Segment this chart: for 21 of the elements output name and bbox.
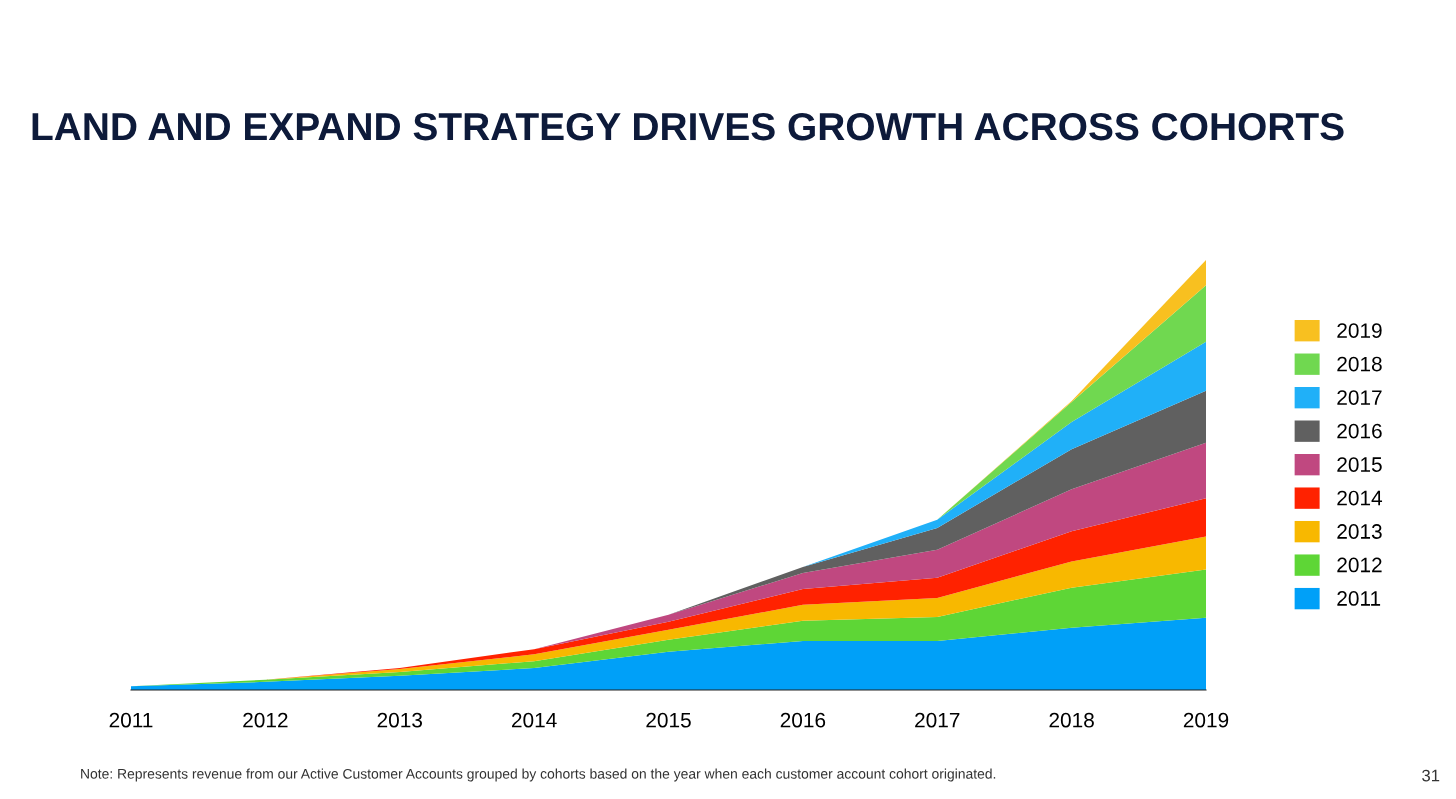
x-tick-label: 2014	[512, 712, 557, 728]
legend-label: 2013	[1337, 524, 1382, 539]
legend-label: 2012	[1337, 557, 1382, 573]
x-tick-label: 2012	[243, 712, 288, 728]
x-tick-label: 2018	[1049, 712, 1094, 728]
x-tick-label: 2016	[780, 712, 826, 728]
x-tick-label: 2013	[377, 712, 423, 728]
legend-label: 2019	[1337, 323, 1382, 338]
legend-label: 2015	[1337, 457, 1382, 472]
x-tick-label: 2017	[915, 712, 960, 728]
legend-label: 2017	[1337, 390, 1382, 405]
legend-label: 2011	[1337, 591, 1381, 606]
x-tick-label: 2011	[109, 712, 153, 728]
text: 31	[1422, 769, 1440, 782]
chart-title: LAND AND EXPAND STRATEGY DRIVES GROWTH ACROSS COHORTS	[32, 112, 1344, 141]
x-tick-label: 2019	[1183, 712, 1229, 728]
x-tick-label: 2015	[646, 712, 691, 728]
legend-label: 2016	[1337, 423, 1382, 439]
legend-label: 2018	[1337, 356, 1382, 372]
text: Note: Represents revenue from our Active Customer Accounts grouped by cohorts based on the year when each customer account cohort originated.	[81, 768, 996, 782]
legend-label: 2014	[1337, 490, 1383, 506]
